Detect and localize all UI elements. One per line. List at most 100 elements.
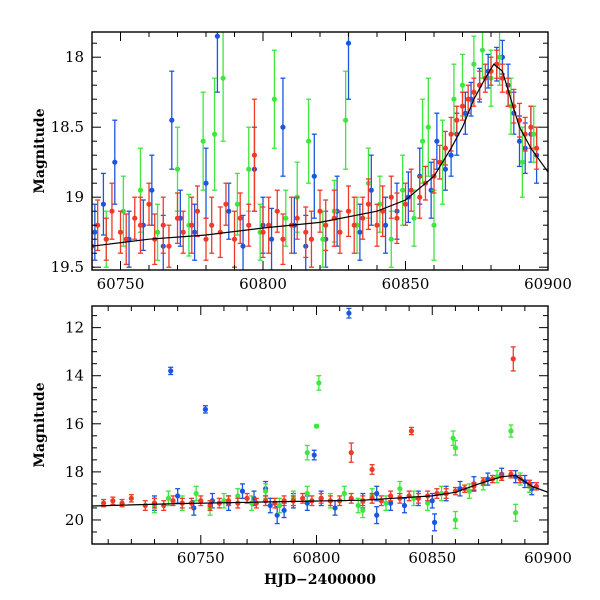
data-point-blue [202,406,209,412]
data-point-red [225,498,232,504]
data-point-blue [346,310,352,316]
data-point-red [231,236,238,242]
data-point-green [263,488,269,494]
data-point-red [337,229,343,235]
data-point-green [220,75,226,81]
data-point-red [235,500,241,506]
data-point-red [128,495,134,501]
data-point-red [170,498,176,504]
data-point-blue [374,512,380,518]
data-point-red [402,201,409,207]
x-tick-label: 60750 [177,549,225,567]
x-tick-label: 60900 [524,275,572,293]
plot-frame [91,31,549,271]
data-point-red [360,215,366,221]
data-point-red [303,229,309,235]
data-point-green [471,61,477,67]
data-point-blue [203,180,209,186]
data-point-green [466,488,472,494]
data-point-blue [368,187,374,193]
x-tick-label: 60800 [293,549,341,567]
data-point-red [510,356,516,362]
data-point-red [528,124,534,130]
data-point-blue [268,236,275,242]
data-point-green [400,187,406,193]
y-tick-label: 14 [65,367,84,385]
data-point-green [519,159,525,165]
data-point-green [360,507,366,513]
data-point-red [189,222,195,228]
x-tick-label: 60900 [524,549,572,567]
model-curve-line [92,474,548,507]
data-point-red [110,498,116,504]
data-point-blue [92,229,98,235]
data-point-green [341,490,347,497]
data-point-red [244,495,250,501]
data-point-green [221,498,227,504]
y-tick-label: 16 [65,415,84,433]
data-point-red [180,229,186,235]
data-point-blue [100,201,106,207]
data-point-red [251,152,258,158]
plot-area [92,307,548,532]
data-point-green [431,222,437,228]
data-point-green [154,229,161,235]
data-point-blue [214,33,220,39]
data-point-red [95,222,101,228]
data-point-green [452,517,459,523]
data-point-green [246,166,252,172]
data-point-red [146,201,152,207]
data-point-blue [274,512,280,518]
data-point-red [294,215,300,221]
data-point-blue [192,229,198,235]
y-tick-label: 20 [65,511,84,529]
data-point-red [534,145,540,151]
data-point-green [496,54,503,60]
data-point-blue [169,117,175,123]
data-point-red [109,208,115,214]
data-point-red [317,208,323,214]
data-point-red [348,495,354,501]
data-point-blue [226,208,232,214]
data-point-red [281,498,287,504]
data-point-red [323,222,329,228]
data-point-red [151,500,158,506]
data-point-green [211,131,218,137]
plot-area [92,32,548,270]
data-point-red [142,502,148,509]
data-point-blue [345,40,352,46]
data-point-red [266,222,272,228]
data-point-red [471,89,477,95]
data-point-red [387,493,394,499]
data-point-green [316,380,322,386]
data-point-blue [280,124,286,130]
model-curve-line [92,63,548,247]
data-point-red [260,229,266,235]
data-point-red [345,208,352,214]
data-point-blue [240,243,246,249]
data-point-red [174,215,181,221]
data-point-red [100,500,107,506]
data-point-green [249,500,255,506]
data-point-red [207,502,213,509]
data-point-green [137,187,144,193]
data-point-green [283,215,289,221]
y-axis-title: Magnitude [32,108,48,193]
data-point-green [271,96,277,102]
y-tick-label: 19 [65,188,84,206]
data-point-red [137,222,144,228]
data-point-green [320,236,326,242]
x-tick-label: 60850 [382,275,430,293]
y-tick-label: 18 [65,463,84,481]
data-point-blue [281,507,287,513]
data-point-green [479,47,486,53]
data-point-blue [239,488,246,494]
data-point-green [313,423,320,429]
data-point-blue [311,173,317,179]
data-point-red [198,498,204,504]
data-point-green [120,208,126,214]
data-point-blue [516,138,523,144]
data-point-green [425,500,431,506]
x-axis-title: HJD−2400000 [264,572,376,588]
